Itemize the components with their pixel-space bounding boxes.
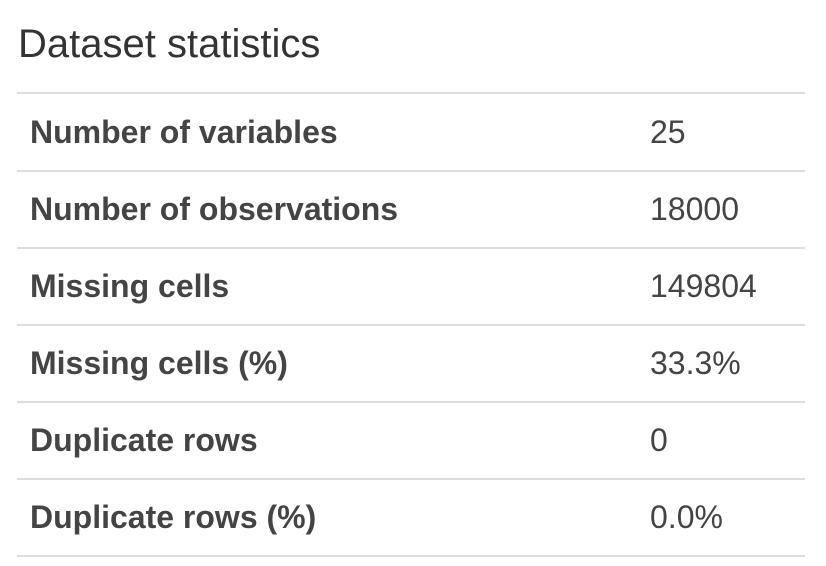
stat-label-duplicate-rows: Duplicate rows xyxy=(17,402,635,480)
stat-label-number-of-observations: Number of observations xyxy=(17,171,635,249)
table-row: Missing cells 149804 xyxy=(17,248,805,326)
stat-value-number-of-variables: 25 xyxy=(635,94,805,172)
statistics-table: Number of variables 25 Number of observa… xyxy=(17,94,805,557)
table-row: Duplicate rows (%) 0.0% xyxy=(17,479,805,557)
dataset-statistics-panel: Dataset statistics Number of variables 2… xyxy=(17,18,805,557)
stat-value-duplicate-rows: 0 xyxy=(635,402,805,480)
table-row: Duplicate rows 0 xyxy=(17,402,805,480)
stat-value-missing-cells-percent: 33.3% xyxy=(635,325,805,403)
stat-label-missing-cells: Missing cells xyxy=(17,248,635,326)
stat-value-number-of-observations: 18000 xyxy=(635,171,805,249)
stat-label-missing-cells-percent: Missing cells (%) xyxy=(17,325,635,403)
stat-label-number-of-variables: Number of variables xyxy=(17,94,635,172)
table-row: Number of observations 18000 xyxy=(17,171,805,249)
section-title: Dataset statistics xyxy=(17,18,805,94)
stat-value-missing-cells: 149804 xyxy=(635,248,805,326)
table-row: Number of variables 25 xyxy=(17,94,805,172)
stat-label-duplicate-rows-percent: Duplicate rows (%) xyxy=(17,479,635,557)
table-row: Missing cells (%) 33.3% xyxy=(17,325,805,403)
stat-value-duplicate-rows-percent: 0.0% xyxy=(635,479,805,557)
